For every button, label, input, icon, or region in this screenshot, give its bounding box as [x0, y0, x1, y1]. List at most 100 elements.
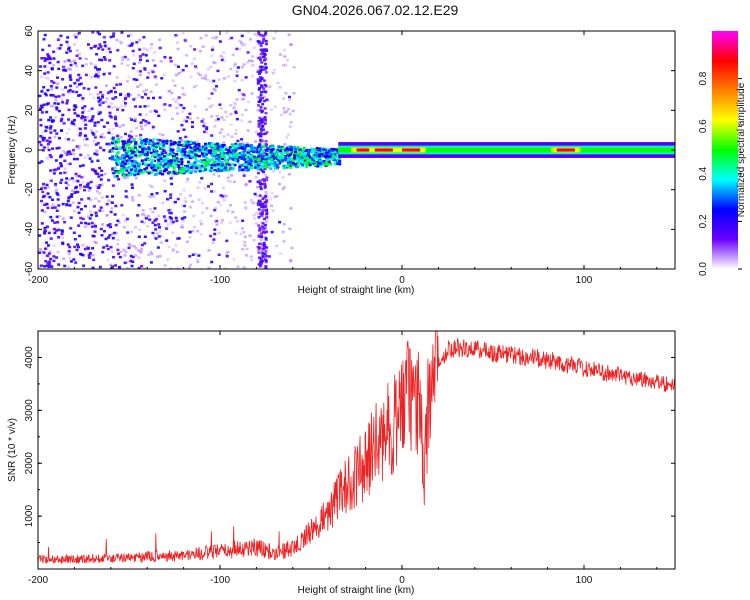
heat-cell — [112, 139, 116, 143]
heat-cell — [173, 158, 177, 162]
heat-cell — [329, 154, 333, 158]
heat-cell — [164, 151, 168, 155]
heat-cell — [57, 228, 61, 232]
heat-cell — [175, 34, 179, 37]
heat-cell — [148, 184, 152, 187]
heat-cell — [56, 221, 60, 224]
heat-cell — [111, 167, 115, 170]
heat-cell — [258, 179, 262, 182]
heat-cell — [102, 229, 106, 233]
colorbar-label: Normalized spectral amplitude — [736, 82, 747, 217]
heat-cell — [106, 199, 110, 202]
heat-cell — [171, 164, 175, 168]
heat-cell — [70, 193, 74, 196]
heat-cell — [87, 189, 91, 193]
heat-cell — [130, 153, 134, 157]
heat-cell — [140, 264, 144, 268]
heat-cell — [217, 155, 221, 159]
heat-cell — [121, 214, 125, 217]
heat-cell — [88, 267, 92, 269]
heat-cell — [91, 131, 95, 135]
heat-cell — [39, 249, 43, 253]
heat-cell — [281, 154, 285, 157]
heat-cell — [240, 119, 244, 123]
heat-cell — [174, 100, 178, 103]
heat-cell — [65, 171, 69, 174]
heat-cell — [275, 161, 279, 164]
heat-cell — [183, 93, 187, 97]
heat-cell — [241, 146, 245, 149]
heat-cell — [211, 158, 215, 162]
heat-cell — [259, 93, 263, 97]
heat-cell — [221, 186, 225, 190]
heat-cell — [193, 48, 197, 51]
heat-cell — [49, 125, 53, 128]
heat-cell — [210, 80, 214, 84]
heat-cell — [145, 88, 149, 92]
heat-cell — [256, 109, 260, 112]
heat-cell — [44, 93, 48, 97]
heat-cell — [262, 170, 266, 174]
heat-cell — [138, 48, 142, 51]
heat-cell — [180, 167, 184, 170]
heat-cell — [260, 76, 264, 80]
heat-cell — [272, 37, 276, 40]
heat-cell — [218, 131, 222, 134]
heat-cell — [98, 209, 102, 212]
heat-cell — [163, 189, 167, 193]
heat-cell — [133, 117, 137, 121]
heat-cell — [168, 211, 172, 215]
heat-cell — [132, 160, 136, 163]
heat-cell — [225, 31, 229, 35]
heat-cell — [38, 265, 42, 269]
heat-cell — [199, 36, 203, 40]
heat-cell — [163, 160, 167, 164]
heat-cell — [65, 99, 69, 102]
heat-cell — [255, 201, 259, 205]
heat-cell — [111, 97, 115, 100]
heat-cell — [144, 138, 148, 141]
heat-cell — [169, 143, 173, 146]
heat-cell — [228, 37, 232, 41]
heat-cell — [287, 154, 291, 157]
heat-cell — [288, 112, 292, 116]
heat-cell — [313, 153, 317, 157]
heat-cell — [333, 158, 337, 162]
heat-cell — [42, 136, 46, 140]
heat-cell — [182, 143, 186, 146]
heat-cell — [326, 158, 330, 162]
heat-cell — [321, 148, 325, 151]
heat-cell — [141, 53, 145, 56]
heat-cell — [41, 149, 45, 152]
heat-cell — [282, 240, 286, 243]
heat-cell — [203, 74, 207, 77]
heat-cell — [148, 195, 152, 198]
heat-cell — [161, 143, 165, 147]
heat-cell — [268, 154, 272, 157]
heat-cell — [126, 176, 130, 179]
heat-cell — [248, 179, 252, 183]
heat-cell — [256, 168, 260, 171]
heat-cell — [291, 152, 295, 156]
heat-cell — [186, 160, 190, 164]
heat-cell — [259, 85, 263, 89]
heat-cell — [253, 192, 257, 196]
heat-cell — [166, 158, 170, 161]
heat-cell — [171, 231, 175, 234]
heat-cell — [240, 98, 244, 101]
heat-cell — [300, 160, 304, 163]
heat-cell — [95, 153, 99, 156]
heat-cell — [125, 217, 129, 221]
heat-cell — [225, 252, 229, 255]
heat-cell — [94, 143, 98, 146]
heat-cell — [46, 71, 50, 74]
heat-cell — [242, 266, 246, 269]
heat-cell — [53, 116, 57, 119]
heat-cell — [109, 89, 113, 93]
heat-cell — [259, 182, 263, 185]
heat-cell — [108, 223, 112, 226]
heat-cell — [145, 151, 149, 154]
heat-cell — [61, 93, 65, 97]
heat-cell — [218, 103, 222, 106]
heat-cell — [164, 162, 168, 166]
